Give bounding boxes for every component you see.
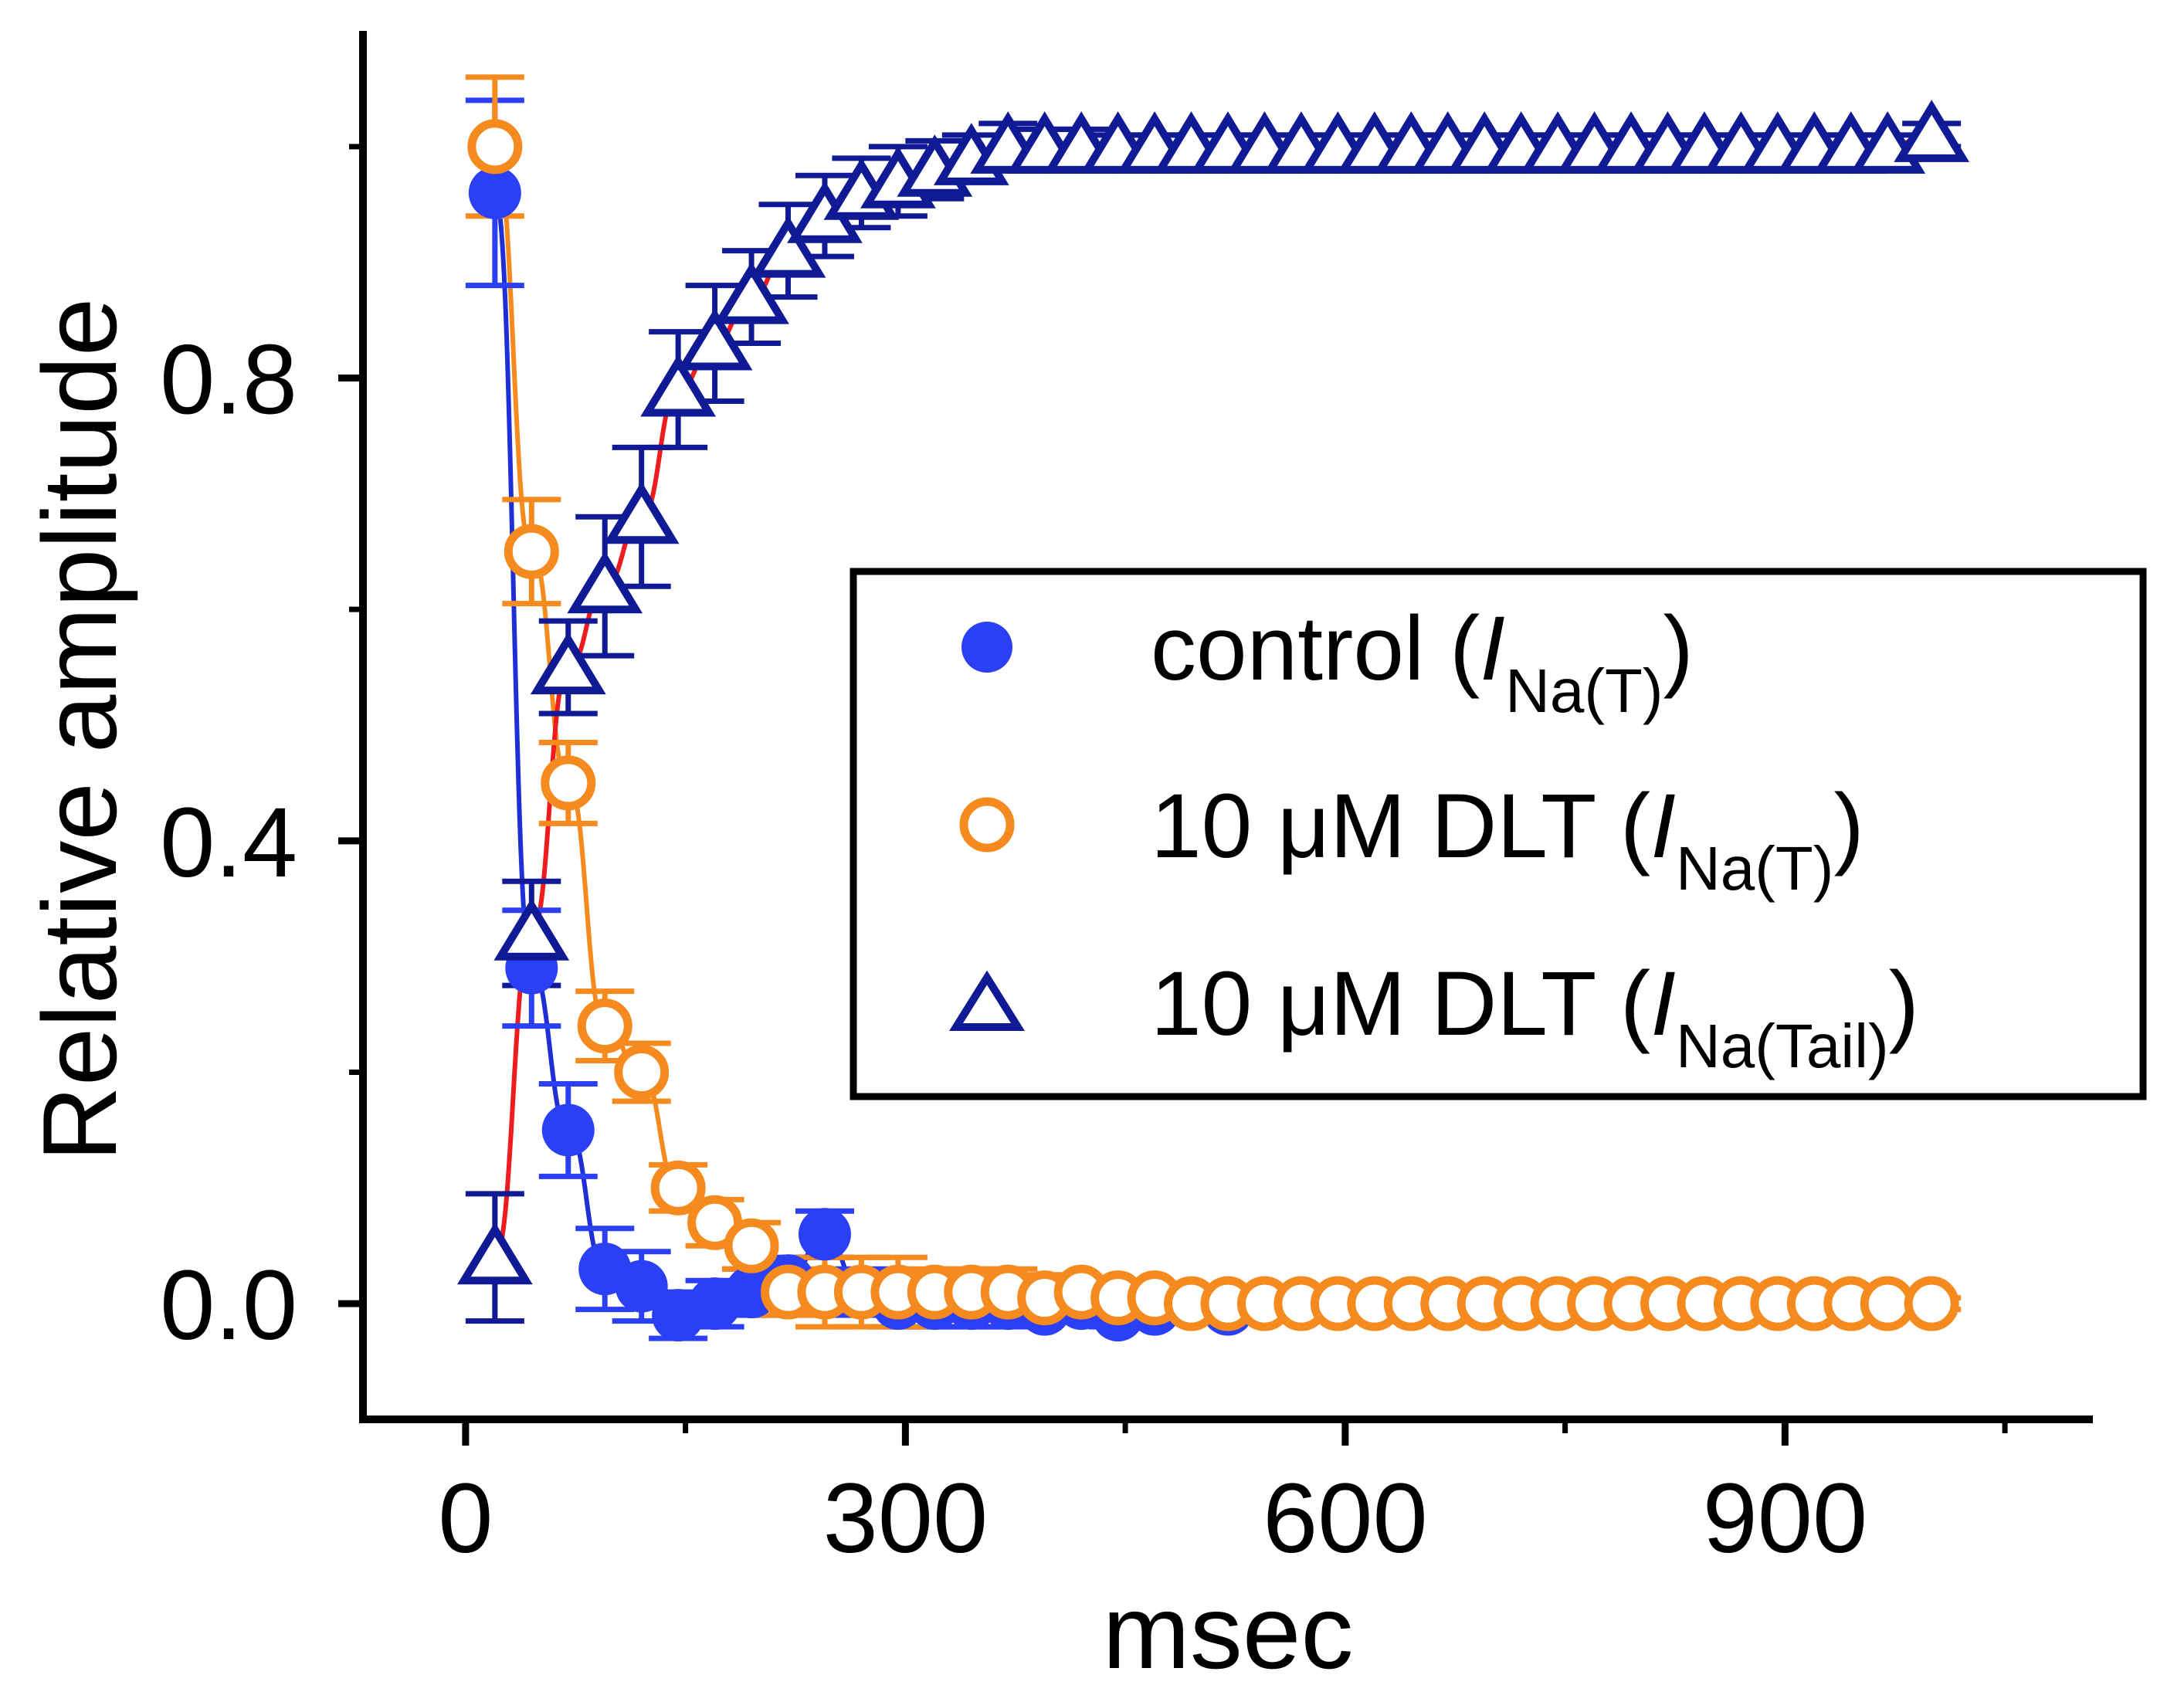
data-point-tail bbox=[603, 481, 680, 544]
data-point-dlt bbox=[1860, 1276, 1915, 1331]
x-ticks: 0 300 600 900 bbox=[438, 1419, 2008, 1574]
legend-label-dlt-close: ) bbox=[1833, 775, 1864, 877]
legend-label-tail-italic: I bbox=[1650, 953, 1676, 1055]
legend-label-dlt-italic: I bbox=[1650, 775, 1676, 877]
legend-marker-tail bbox=[948, 970, 1026, 1031]
legend-marker-dlt bbox=[959, 797, 1015, 853]
data-point-dlt bbox=[614, 1045, 670, 1100]
y-tick-label: 0.0 bbox=[160, 1250, 297, 1361]
data-point-control bbox=[468, 166, 521, 219]
legend-label-dlt-sub: Na(T) bbox=[1676, 834, 1833, 903]
legend-label-tail-main: 10 μM DLT ( bbox=[1151, 953, 1650, 1055]
legend-label-dlt: 10 μM DLT (INa(T)) bbox=[1151, 775, 1864, 903]
data-point-dlt bbox=[650, 1160, 706, 1215]
y-tick-label: 0.4 bbox=[160, 788, 297, 898]
axes: 0.0 0.4 0.8 0 300 600 900 bbox=[160, 31, 2093, 1574]
y-axis-title: Relative amplitude bbox=[21, 298, 138, 1162]
data-point-tail bbox=[567, 551, 643, 614]
x-axis-title: msec bbox=[1103, 1573, 1354, 1690]
y-ticks: 0.0 0.4 0.8 bbox=[160, 144, 363, 1361]
data-point-control bbox=[541, 1104, 595, 1157]
data-point-tail bbox=[677, 307, 753, 371]
data-point-control bbox=[798, 1208, 851, 1261]
data-point-dlt bbox=[541, 755, 596, 811]
legend-label-control-italic: I bbox=[1480, 598, 1505, 700]
legend-label-control-main: control ( bbox=[1151, 598, 1480, 700]
x-tick-label: 300 bbox=[823, 1463, 989, 1574]
legend-label-dlt-main: 10 μM DLT ( bbox=[1151, 775, 1650, 877]
data-point-control bbox=[615, 1260, 668, 1313]
legend-label-control-close: ) bbox=[1663, 598, 1693, 700]
legend-item-control: control (INa(T)) bbox=[961, 598, 1694, 725]
x-tick-label: 0 bbox=[438, 1463, 493, 1574]
x-tick-label: 600 bbox=[1263, 1463, 1428, 1574]
x-tick-label: 900 bbox=[1703, 1463, 1868, 1574]
legend-label-tail: 10 μM DLT (INa(Tail)) bbox=[1151, 953, 1919, 1080]
data-point-tail bbox=[714, 261, 789, 324]
legend-item-tail: 10 μM DLT (INa(Tail)) bbox=[948, 953, 1919, 1080]
legend-label-control-sub: Na(T) bbox=[1505, 656, 1663, 725]
y-tick-label: 0.8 bbox=[160, 325, 297, 436]
data-point-dlt bbox=[1904, 1276, 1959, 1331]
data-point-dlt bbox=[504, 524, 559, 579]
data-point-dlt bbox=[724, 1218, 779, 1273]
data-point-tail bbox=[1894, 100, 1970, 162]
data-point-tail bbox=[493, 898, 570, 961]
legend-frame bbox=[850, 568, 2147, 1100]
legend-item-dlt: 10 μM DLT (INa(T)) bbox=[959, 775, 1864, 903]
data-point-tail bbox=[456, 1222, 533, 1285]
data-point-tail bbox=[640, 354, 717, 417]
data-point-tail bbox=[750, 215, 826, 278]
legend-label-tail-close: ) bbox=[1889, 953, 1919, 1055]
data-point-dlt bbox=[577, 998, 632, 1054]
data-point-dlt bbox=[467, 119, 523, 175]
legend: control (INa(T)) 10 μM DLT (INa(T)) 10 μ… bbox=[850, 568, 2147, 1100]
data-markers bbox=[456, 100, 1970, 1342]
data-point-tail bbox=[530, 632, 606, 695]
legend-marker-control bbox=[961, 622, 1012, 673]
legend-label-tail-sub: Na(Tail) bbox=[1676, 1012, 1889, 1080]
legend-label-control: control (INa(T)) bbox=[1151, 598, 1694, 725]
